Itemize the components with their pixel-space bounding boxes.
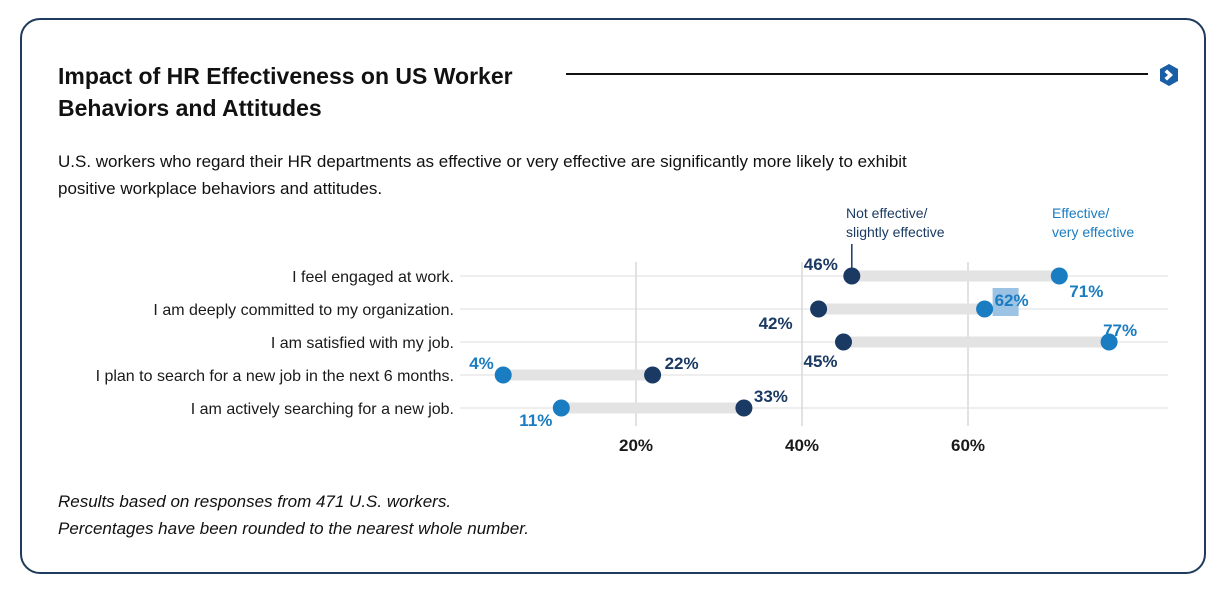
footnote-line-1: Results based on responses from 471 U.S.… [58,492,452,511]
value-label-not-effective: 46% [804,255,838,274]
value-label-effective: 11% [519,411,552,430]
value-label-not-effective: 33% [754,387,788,406]
legend-label-effective: very effective [1052,224,1134,240]
card-frame [20,18,1206,574]
dot-effective [552,399,570,417]
legend-label-effective: Effective/ [1052,205,1109,221]
dot-not-effective [835,333,852,351]
value-label-effective: 71% [1069,282,1103,301]
value-label-not-effective: 42% [759,314,793,333]
x-tick-label: 40% [785,436,819,455]
value-label-effective: 77% [1103,321,1137,340]
label-highlight [992,288,1019,316]
x-tick-label: 20% [619,436,653,455]
x-tick-label: 60% [951,436,985,455]
dot-effective [976,300,994,318]
value-label-not-effective: 22% [665,354,699,373]
dot-not-effective [810,300,828,318]
chart-title: Impact of HR Effectiveness on US Worker … [58,63,513,121]
dot-effective [1100,333,1118,351]
row-label: I am deeply committed to my organization… [153,302,454,319]
legend-label-not-effective: slightly effective [846,224,945,240]
row-label: I am satisfied with my job. [271,335,454,352]
row-label: I feel engaged at work. [292,269,454,286]
value-label-effective: 62% [995,291,1029,310]
dot-effective [1050,267,1068,285]
dot-effective [494,366,512,384]
brand-logo-icon [1160,64,1178,86]
footnote-line-2: Percentages have been rounded to the nea… [58,519,529,538]
row-label: I plan to search for a new job in the ne… [96,368,454,385]
dot-not-effective [644,366,662,384]
footnote: Results based on responses from 471 U.S.… [58,488,529,542]
title-rule [566,73,1148,75]
dot-not-effective [843,267,861,285]
chart-subtitle: U.S. workers who regard their HR departm… [58,152,907,198]
value-label-effective: 4% [469,354,494,373]
value-label-not-effective: 45% [804,352,838,371]
legend-label-not-effective: Not effective/ [846,205,928,221]
row-label: I am actively searching for a new job. [191,401,454,418]
dot-not-effective [735,399,753,417]
